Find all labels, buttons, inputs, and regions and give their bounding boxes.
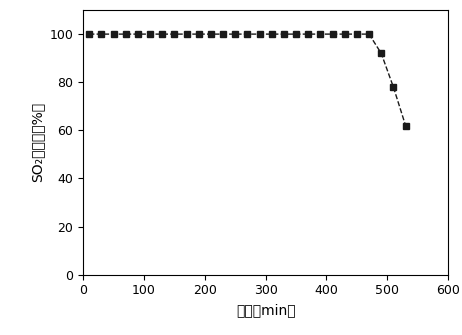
X-axis label: 时间（min）: 时间（min） bbox=[236, 303, 296, 317]
Y-axis label: SO₂去除率（%）: SO₂去除率（%） bbox=[30, 102, 44, 183]
